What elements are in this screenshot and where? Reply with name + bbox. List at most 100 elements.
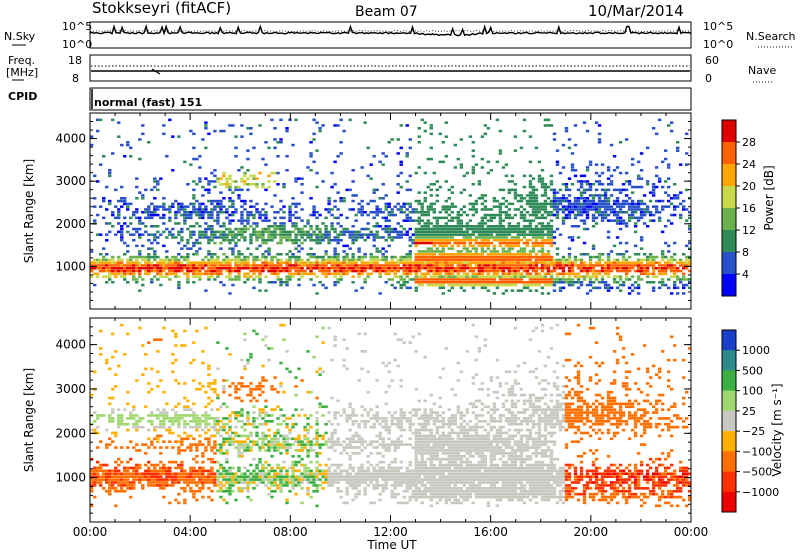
heatmap-cell	[603, 202, 608, 206]
heatmap-cell	[669, 292, 674, 295]
heatmap-cell	[204, 233, 208, 236]
heatmap-cell	[369, 253, 373, 256]
heatmap-cell	[138, 289, 142, 292]
heatmap-cell	[357, 255, 361, 259]
heatmap-cell	[180, 230, 184, 234]
heatmap-cell	[537, 216, 542, 220]
heatmap-cell	[621, 222, 626, 225]
heatmap-cell	[177, 402, 181, 406]
heatmap-cell	[135, 211, 139, 214]
heatmap-cell	[621, 253, 626, 256]
heatmap-cell	[249, 478, 253, 481]
y-tick-label: 2000	[55, 217, 86, 231]
heatmap-cell	[513, 258, 518, 262]
heatmap-cell	[420, 250, 424, 253]
heatmap-cell	[570, 236, 575, 239]
heatmap-cell	[126, 390, 130, 394]
heatmap-cell	[501, 239, 506, 242]
heatmap-cell	[423, 121, 427, 124]
heatmap-cell	[417, 230, 421, 234]
heatmap-cell	[135, 449, 139, 452]
heatmap-cell	[132, 267, 136, 270]
heatmap-cell	[375, 269, 379, 273]
heatmap-cell	[558, 286, 563, 290]
heatmap-cell	[447, 188, 451, 192]
heatmap-cell	[150, 440, 154, 444]
heatmap-cell	[444, 267, 448, 270]
heatmap-cell	[519, 264, 524, 267]
heatmap-cell	[324, 216, 328, 220]
heatmap-cell	[300, 267, 304, 270]
heatmap-cell	[615, 264, 620, 267]
heatmap-cell	[615, 275, 620, 278]
heatmap-cell	[408, 267, 412, 270]
heatmap-cell	[555, 264, 560, 267]
heatmap-cell	[288, 261, 292, 264]
heatmap-cell	[423, 199, 427, 203]
heatmap-cell	[345, 216, 349, 220]
heatmap-cell	[456, 241, 461, 245]
heatmap-cell	[144, 463, 148, 467]
heatmap-cell	[684, 152, 689, 155]
heatmap-cell	[333, 183, 337, 186]
heatmap-cell	[141, 124, 145, 127]
heatmap-cell	[540, 239, 545, 242]
heatmap-cell	[198, 211, 202, 214]
heatmap-cell	[198, 272, 202, 276]
heatmap-cell	[672, 241, 677, 245]
heatmap-cell	[309, 213, 313, 217]
heatmap-cell	[192, 281, 196, 284]
heatmap-cell	[501, 275, 506, 278]
heatmap-cell	[636, 261, 641, 264]
heatmap-cell	[177, 205, 181, 208]
heatmap-cell	[252, 264, 256, 267]
heatmap-cell	[195, 469, 199, 473]
heatmap-cell	[186, 269, 190, 273]
heatmap-cell	[135, 264, 139, 267]
heatmap-cell	[114, 216, 118, 220]
heatmap-cell	[207, 241, 211, 245]
heatmap-cell	[240, 222, 244, 225]
heatmap-cell	[423, 227, 427, 231]
heatmap-cell	[423, 239, 427, 242]
heatmap-cell	[264, 255, 268, 259]
heatmap-cell	[636, 269, 641, 273]
heatmap-cell	[423, 272, 427, 276]
heatmap-cell	[417, 199, 421, 203]
heatmap-cell	[633, 253, 638, 256]
heatmap-cell	[177, 449, 181, 452]
heatmap-cell	[165, 475, 169, 478]
heatmap-cell	[492, 255, 497, 259]
heatmap-cell	[558, 264, 563, 267]
heatmap-cell	[645, 225, 650, 228]
heatmap-cell	[417, 283, 421, 287]
heatmap-cell	[216, 222, 220, 225]
heatmap-cell	[249, 211, 253, 214]
heatmap-cell	[564, 278, 569, 281]
heatmap-cell	[180, 227, 184, 231]
heatmap-cell	[162, 417, 166, 420]
heatmap-cell	[375, 264, 379, 267]
heatmap-cell	[228, 177, 232, 180]
heatmap-cell	[411, 269, 415, 273]
heatmap-cell	[438, 258, 442, 262]
heatmap-cell	[480, 250, 485, 253]
heatmap-cell	[210, 446, 214, 449]
heatmap-cell	[423, 230, 427, 234]
heatmap-cell	[528, 174, 533, 178]
heatmap-cell	[231, 437, 235, 441]
heatmap-cell	[381, 211, 385, 214]
heatmap-cell	[435, 199, 439, 203]
heatmap-cell	[447, 208, 451, 211]
heatmap-cell	[180, 414, 184, 417]
heatmap-cell	[108, 414, 112, 417]
heatmap-cell	[552, 202, 557, 206]
heatmap-cell	[615, 205, 620, 208]
heatmap-cell	[453, 269, 458, 273]
heatmap-cell	[258, 281, 262, 284]
heatmap-cell	[156, 188, 160, 192]
heatmap-cell	[204, 269, 208, 273]
heatmap-cell	[210, 211, 214, 214]
heatmap-cell	[228, 124, 232, 127]
heatmap-cell	[183, 272, 187, 276]
